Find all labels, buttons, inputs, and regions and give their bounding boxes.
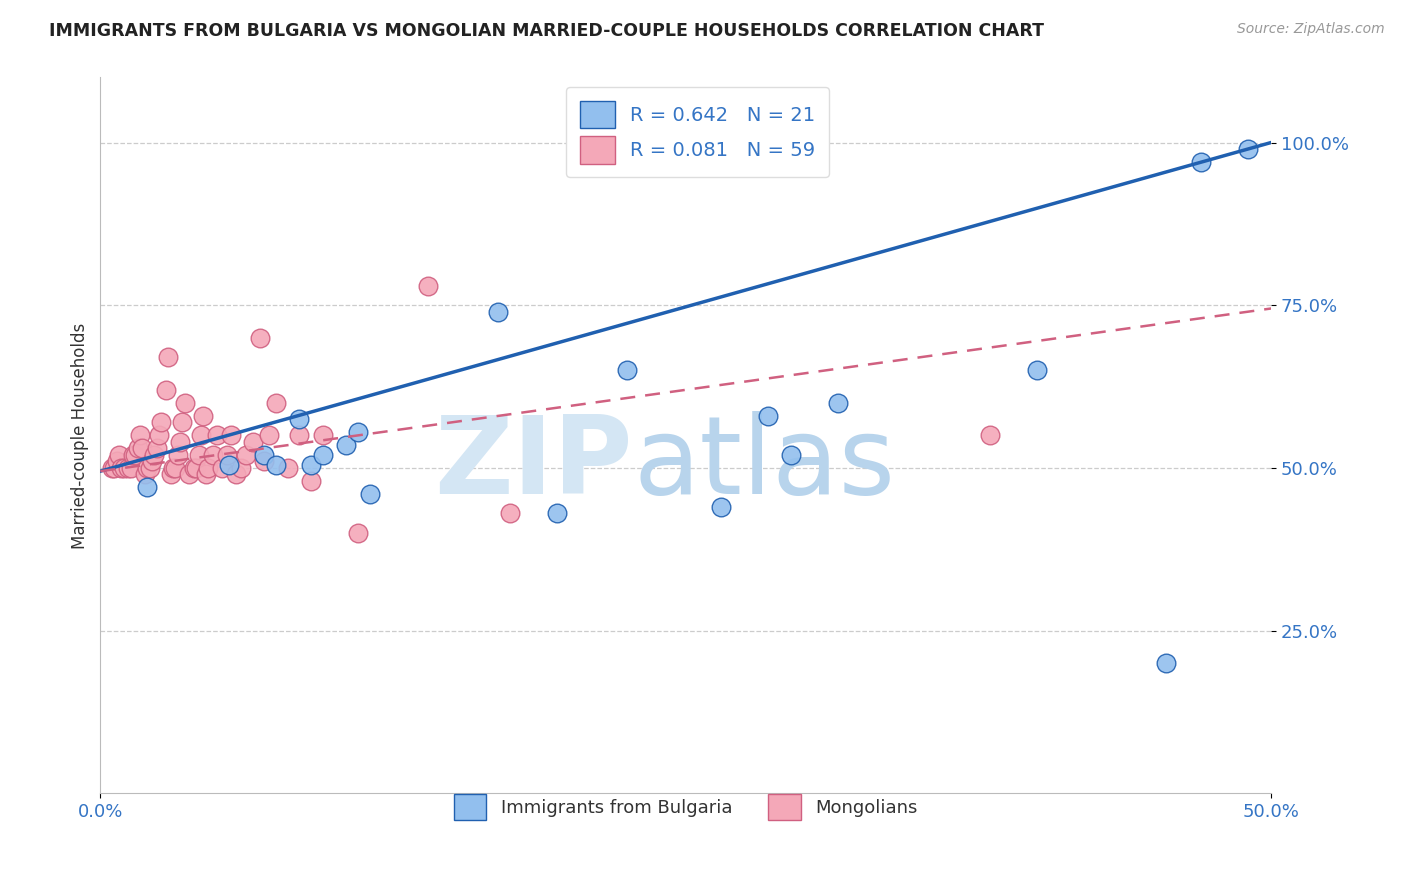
Point xyxy=(288,428,311,442)
Point xyxy=(264,396,287,410)
Point xyxy=(1189,155,1212,169)
Point xyxy=(127,442,149,456)
Point xyxy=(546,507,568,521)
Point xyxy=(299,458,322,472)
Point xyxy=(335,438,357,452)
Point xyxy=(145,442,167,456)
Point xyxy=(134,467,156,482)
Point xyxy=(827,396,849,410)
Point xyxy=(235,448,257,462)
Point xyxy=(299,474,322,488)
Point xyxy=(124,448,146,462)
Point xyxy=(780,448,803,462)
Point xyxy=(112,461,135,475)
Point xyxy=(979,428,1001,442)
Text: Source: ZipAtlas.com: Source: ZipAtlas.com xyxy=(1237,22,1385,37)
Point xyxy=(194,467,217,482)
Point xyxy=(136,480,159,494)
Point xyxy=(150,416,173,430)
Point xyxy=(253,448,276,462)
Text: IMMIGRANTS FROM BULGARIA VS MONGOLIAN MARRIED-COUPLE HOUSEHOLDS CORRELATION CHAR: IMMIGRANTS FROM BULGARIA VS MONGOLIAN MA… xyxy=(49,22,1045,40)
Point xyxy=(359,487,381,501)
Point xyxy=(101,461,124,475)
Point xyxy=(148,428,170,442)
Point xyxy=(187,448,209,462)
Point xyxy=(159,467,181,482)
Legend: Immigrants from Bulgaria, Mongolians: Immigrants from Bulgaria, Mongolians xyxy=(439,780,932,834)
Point xyxy=(131,442,153,456)
Point xyxy=(229,461,252,475)
Point xyxy=(253,454,276,468)
Point xyxy=(1236,142,1258,156)
Point xyxy=(312,448,335,462)
Point xyxy=(183,461,205,475)
Point xyxy=(264,458,287,472)
Point xyxy=(157,351,180,365)
Point xyxy=(242,434,264,449)
Point xyxy=(162,461,184,475)
Point xyxy=(756,409,779,423)
Point xyxy=(207,428,229,442)
Y-axis label: Married-couple Households: Married-couple Households xyxy=(72,322,89,549)
Point xyxy=(616,363,638,377)
Point xyxy=(120,461,142,475)
Point xyxy=(215,448,238,462)
Point xyxy=(110,461,132,475)
Point xyxy=(172,416,194,430)
Point xyxy=(155,383,177,397)
Text: atlas: atlas xyxy=(633,411,896,517)
Point xyxy=(143,448,166,462)
Point xyxy=(288,412,311,426)
Point xyxy=(165,461,187,475)
Point xyxy=(197,461,219,475)
Point xyxy=(103,461,125,475)
Point xyxy=(117,461,139,475)
Text: ZIP: ZIP xyxy=(434,411,633,517)
Point xyxy=(122,448,145,462)
Point xyxy=(277,461,299,475)
Point xyxy=(499,507,522,521)
Point xyxy=(108,448,131,462)
Point xyxy=(169,434,191,449)
Point xyxy=(1154,656,1177,670)
Point xyxy=(136,461,159,475)
Point xyxy=(710,500,733,514)
Point xyxy=(486,304,509,318)
Point xyxy=(190,428,212,442)
Point xyxy=(218,458,240,472)
Point xyxy=(225,467,247,482)
Point xyxy=(129,428,152,442)
Point xyxy=(347,425,370,439)
Point xyxy=(179,467,201,482)
Point xyxy=(201,448,224,462)
Point xyxy=(312,428,335,442)
Point xyxy=(138,461,160,475)
Point xyxy=(173,396,195,410)
Point xyxy=(257,428,280,442)
Point xyxy=(221,428,243,442)
Point xyxy=(166,448,188,462)
Point xyxy=(1026,363,1049,377)
Point xyxy=(105,454,128,468)
Point xyxy=(347,526,370,541)
Point xyxy=(418,278,440,293)
Point xyxy=(141,454,163,468)
Point xyxy=(193,409,215,423)
Point xyxy=(249,331,271,345)
Point xyxy=(211,461,233,475)
Point xyxy=(186,461,208,475)
